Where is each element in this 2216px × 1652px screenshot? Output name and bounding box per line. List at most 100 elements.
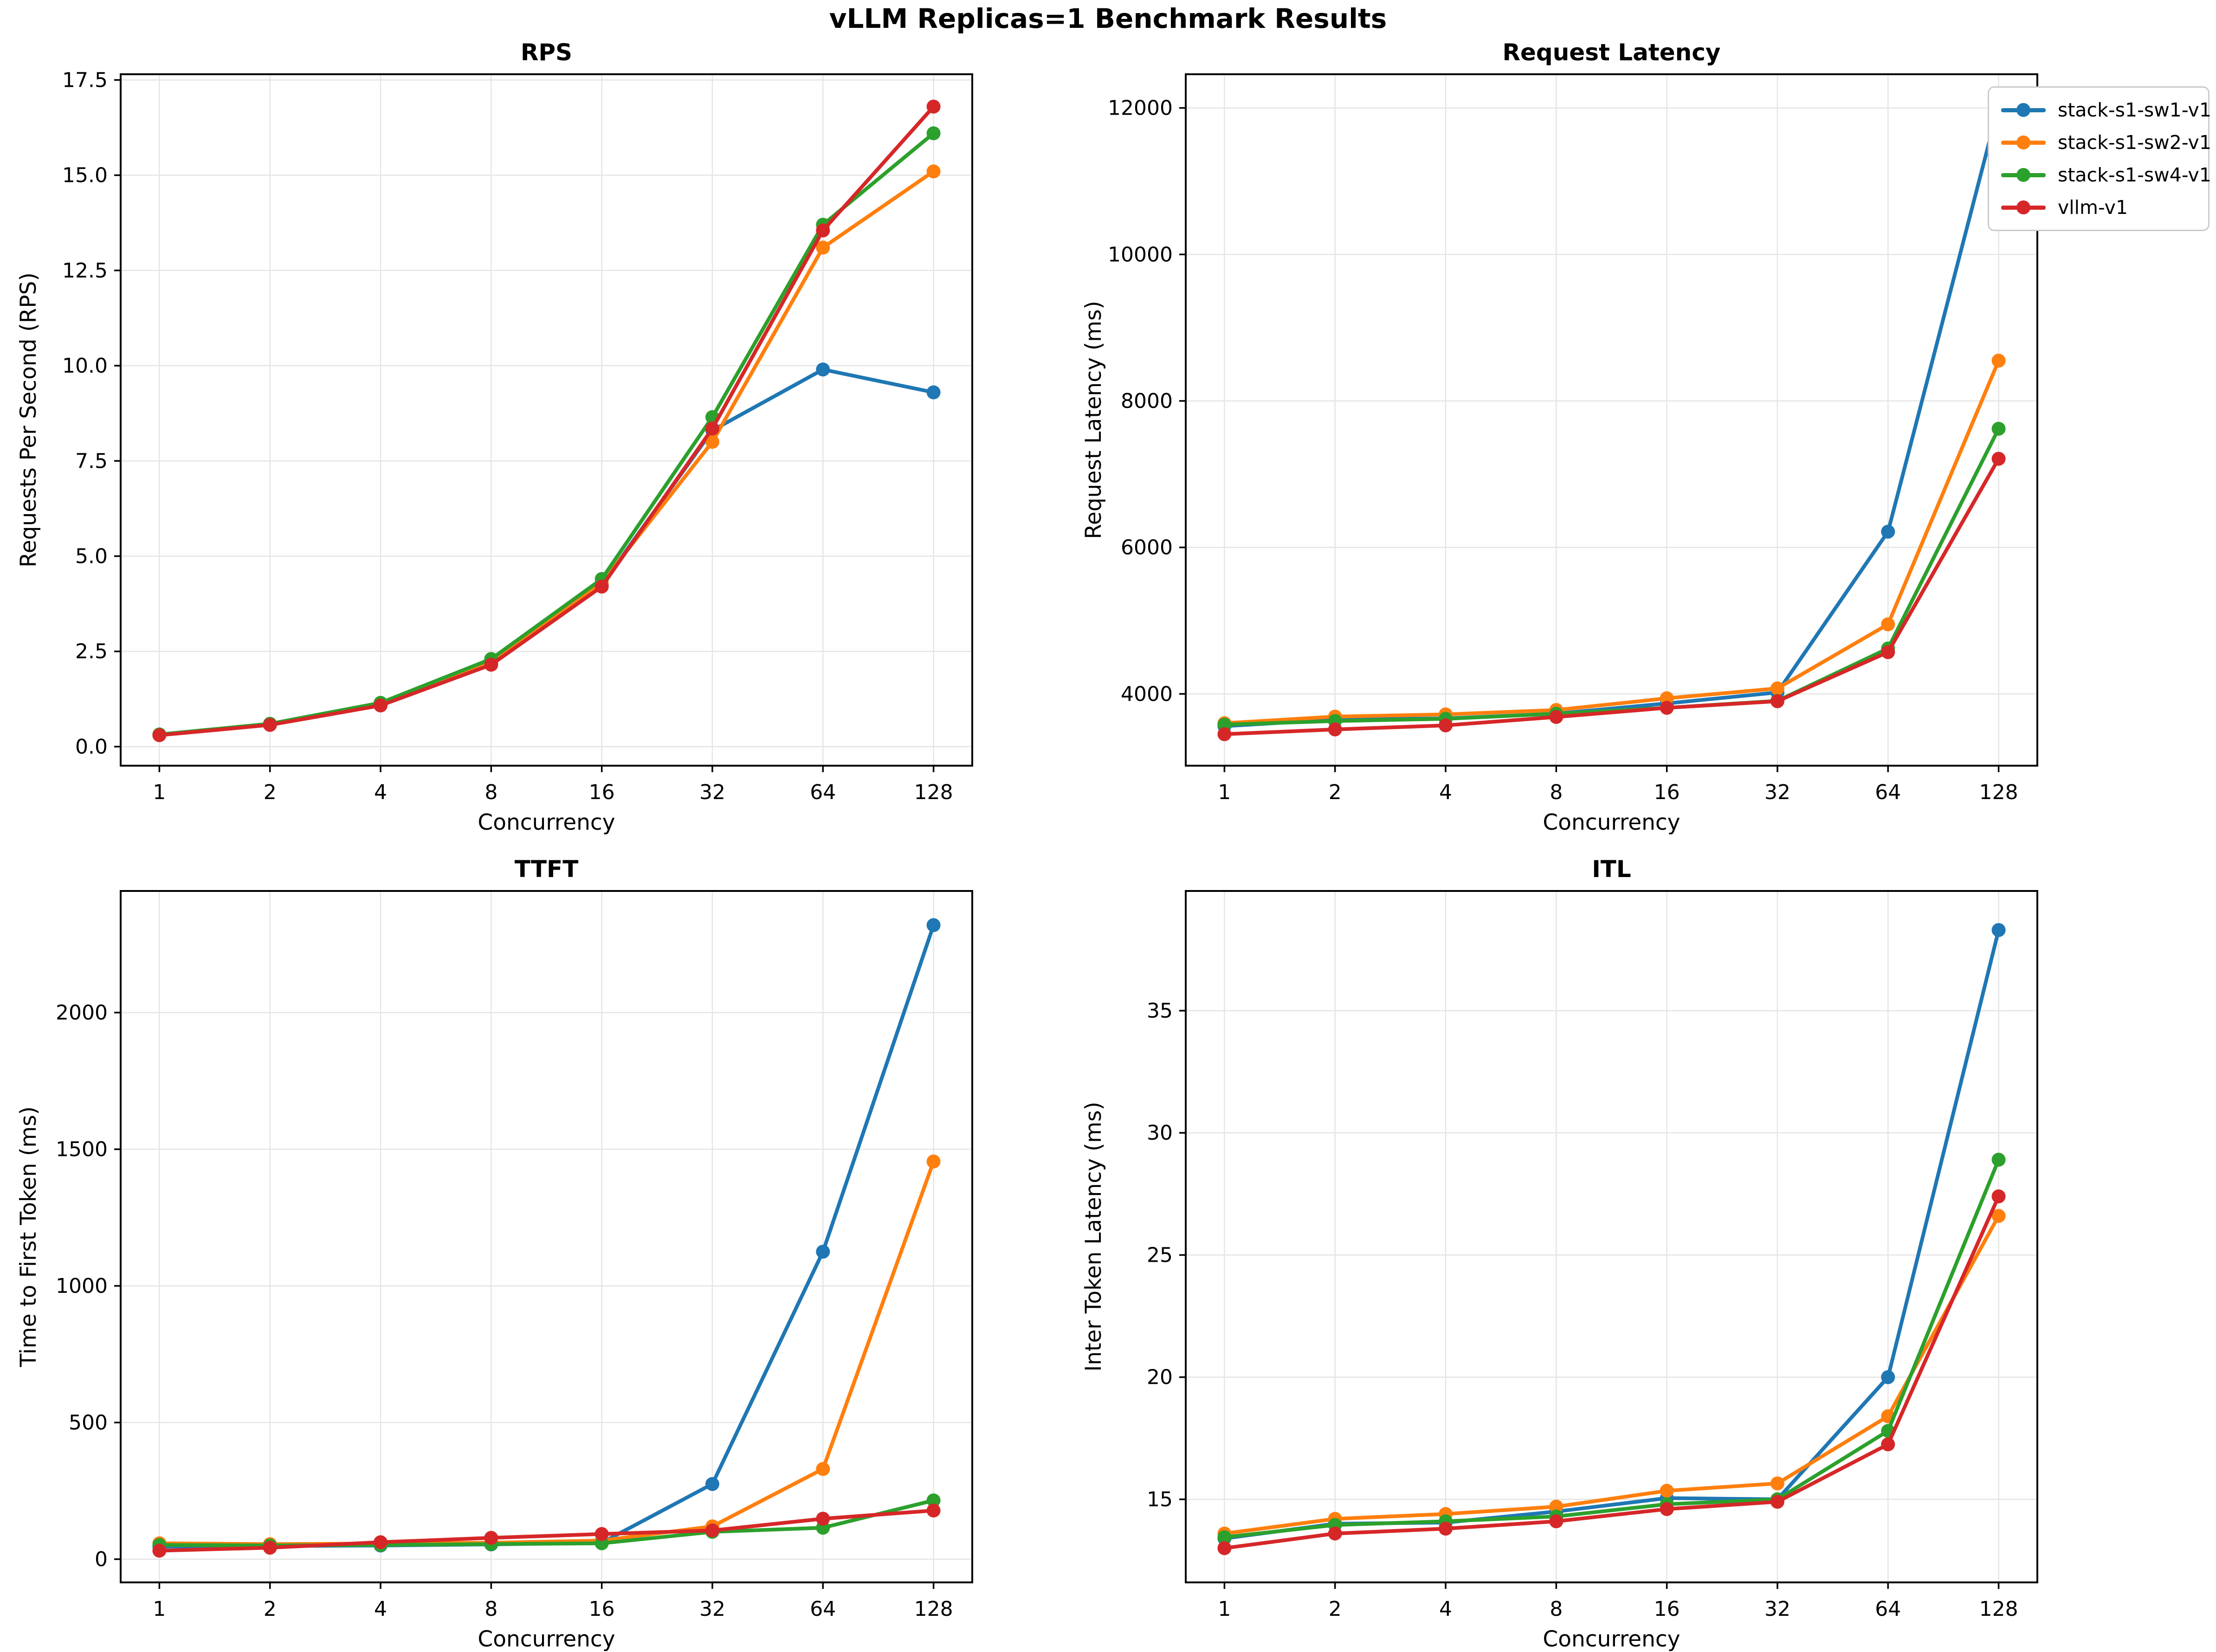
y-tick-label: 1000	[56, 1274, 108, 1298]
y-tick-label: 8000	[1121, 389, 1173, 413]
data-point-vllm-v1	[263, 718, 277, 732]
data-point-stack-s1-sw2-v1	[1770, 681, 1784, 696]
data-point-stack-s1-sw2-v1	[816, 240, 830, 255]
legend-item: vllm-v1	[2001, 194, 2196, 220]
x-tick-label: 2	[1329, 1597, 1342, 1621]
plot-border	[1185, 890, 2038, 1583]
data-point-vllm-v1	[1439, 1522, 1453, 1536]
data-point-stack-s1-sw4-v1	[1991, 1153, 2006, 1167]
x-tick-label: 1	[153, 1597, 166, 1621]
y-tick-label: 5.0	[75, 544, 108, 568]
legend-label: stack-s1-sw1-v1	[2058, 99, 2211, 121]
data-point-stack-s1-sw2-v1	[1881, 617, 1895, 632]
data-point-stack-s1-sw2-v1	[1991, 354, 2006, 368]
y-tick-label: 2.5	[75, 640, 108, 664]
plot-border	[120, 890, 973, 1583]
y-tick-label: 0.0	[75, 735, 108, 759]
data-point-vllm-v1	[1660, 701, 1674, 715]
y-tick-label: 15.0	[62, 164, 108, 187]
x-tick-label: 32	[699, 781, 725, 804]
chart-title: Request Latency	[1502, 39, 1720, 66]
data-point-stack-s1-sw1-v1	[1991, 923, 2006, 937]
x-tick-label: 64	[810, 1597, 836, 1621]
data-point-stack-s1-sw4-v1	[1217, 717, 1232, 732]
legend-line-marker-icon	[2001, 103, 2046, 117]
series-line-vllm-v1	[157, 1509, 936, 1553]
x-tick-label: 16	[1654, 1597, 1680, 1621]
legend-item: stack-s1-sw2-v1	[2001, 129, 2211, 155]
data-point-vllm-v1	[1217, 727, 1232, 742]
series-line-stack-s1-sw4-v1	[1222, 1158, 2001, 1539]
data-point-vllm-v1	[1549, 1514, 1563, 1529]
series-line-stack-s1-sw2-v1	[157, 169, 936, 737]
data-point-vllm-v1	[816, 1511, 830, 1526]
y-tick-label: 1500	[56, 1138, 108, 1162]
figure-title: vLLM Replicas=1 Benchmark Results	[829, 3, 1387, 34]
series-line-stack-s1-sw4-v1	[157, 1498, 936, 1548]
x-axis-label: Concurrency	[1543, 1626, 1680, 1652]
y-axis-label: Request Latency (ms)	[1081, 301, 1106, 539]
x-axis-label: Concurrency	[478, 810, 615, 835]
chart-ttft: 0 500 1000 1500 2000 1 2 4 8 16 32 64 128 TTFT Concurr…	[12, 854, 995, 1652]
series-line-stack-s1-sw2-v1	[157, 1160, 936, 1546]
data-point-vllm-v1	[1770, 694, 1784, 709]
data-point-vllm-v1	[926, 99, 941, 114]
y-axis-label: Requests Per Second (RPS)	[16, 272, 41, 568]
data-point-stack-s1-sw2-v1	[926, 164, 941, 179]
data-point-stack-s1-sw2-v1	[816, 1462, 830, 1476]
data-point-vllm-v1	[594, 580, 609, 594]
x-axis-label: Concurrency	[478, 1626, 615, 1652]
y-tick-label: 30	[1147, 1121, 1173, 1145]
data-point-vllm-v1	[1328, 1526, 1342, 1541]
chart-request-latency: 4000 6000 8000 10000 12000 1 2 4 8 16 32 64 128 Reque…	[1077, 37, 2061, 835]
data-point-vllm-v1	[1991, 1189, 2006, 1204]
y-axis-label: Inter Token Latency (ms)	[1081, 1102, 1106, 1372]
y-tick-label: 500	[69, 1411, 108, 1434]
data-point-vllm-v1	[926, 1504, 941, 1518]
series-line-stack-s1-sw2-v1	[1222, 359, 2001, 725]
data-point-vllm-v1	[705, 421, 719, 436]
data-point-stack-s1-sw1-v1	[816, 362, 830, 377]
x-tick-label: 128	[1979, 1597, 2018, 1621]
data-point-stack-s1-sw2-v1	[1991, 1209, 2006, 1223]
x-tick-label: 8	[1550, 1597, 1563, 1621]
data-point-stack-s1-sw1-v1	[1881, 1370, 1895, 1384]
itl-plot: 15 20 25 30 35 1 2 4 8 16 32 64 128 ITL Concurrency Int…	[1081, 856, 2038, 1652]
x-tick-label: 2	[264, 781, 277, 804]
chart-title: TTFT	[515, 856, 579, 883]
x-tick-label: 1	[1218, 781, 1231, 804]
data-point-stack-s1-sw4-v1	[926, 1493, 941, 1508]
x-tick-label: 32	[699, 1597, 725, 1621]
data-point-vllm-v1	[1439, 718, 1453, 733]
legend-line-marker-icon	[2001, 136, 2046, 149]
x-axis-label: Concurrency	[1543, 810, 1680, 835]
data-point-stack-s1-sw1-v1	[1881, 524, 1895, 539]
data-point-stack-s1-sw2-v1	[1770, 1476, 1784, 1491]
x-tick-label: 2	[264, 1597, 277, 1621]
data-point-vllm-v1	[1660, 1502, 1674, 1516]
ttft-plot: 0 500 1000 1500 2000 1 2 4 8 16 32 64 128 TTFT Concurr…	[16, 856, 973, 1652]
x-tick-label: 16	[1654, 781, 1680, 804]
data-point-stack-s1-sw4-v1	[1991, 421, 2006, 436]
y-tick-label: 20	[1147, 1366, 1173, 1389]
data-point-stack-s1-sw2-v1	[1660, 1484, 1674, 1498]
legend-label: stack-s1-sw4-v1	[2058, 164, 2211, 186]
data-point-stack-s1-sw4-v1	[926, 126, 941, 141]
x-tick-label: 64	[1875, 781, 1901, 804]
data-point-vllm-v1	[1881, 645, 1895, 659]
series-line-stack-s1-sw4-v1	[1222, 426, 2001, 727]
x-tick-label: 8	[485, 781, 497, 804]
chart-title: ITL	[1592, 856, 1631, 883]
chart-rps: 0.0 2.5 5.0 7.5 10.0 12.5 15.0 17.5 1 2 4 8 16 32 64 12…	[12, 37, 995, 835]
legend-label: stack-s1-sw2-v1	[2058, 131, 2211, 154]
plot-border	[1185, 73, 2038, 767]
data-point-vllm-v1	[1770, 1495, 1784, 1509]
data-point-vllm-v1	[152, 1543, 167, 1558]
series-line-vllm-v1	[1222, 1194, 2001, 1550]
series-line-stack-s1-sw1-v1	[157, 923, 936, 1549]
x-tick-label: 8	[1550, 781, 1563, 804]
x-tick-label: 32	[1764, 1597, 1790, 1621]
data-point-vllm-v1	[1991, 452, 2006, 466]
series-line-vllm-v1	[157, 104, 936, 737]
